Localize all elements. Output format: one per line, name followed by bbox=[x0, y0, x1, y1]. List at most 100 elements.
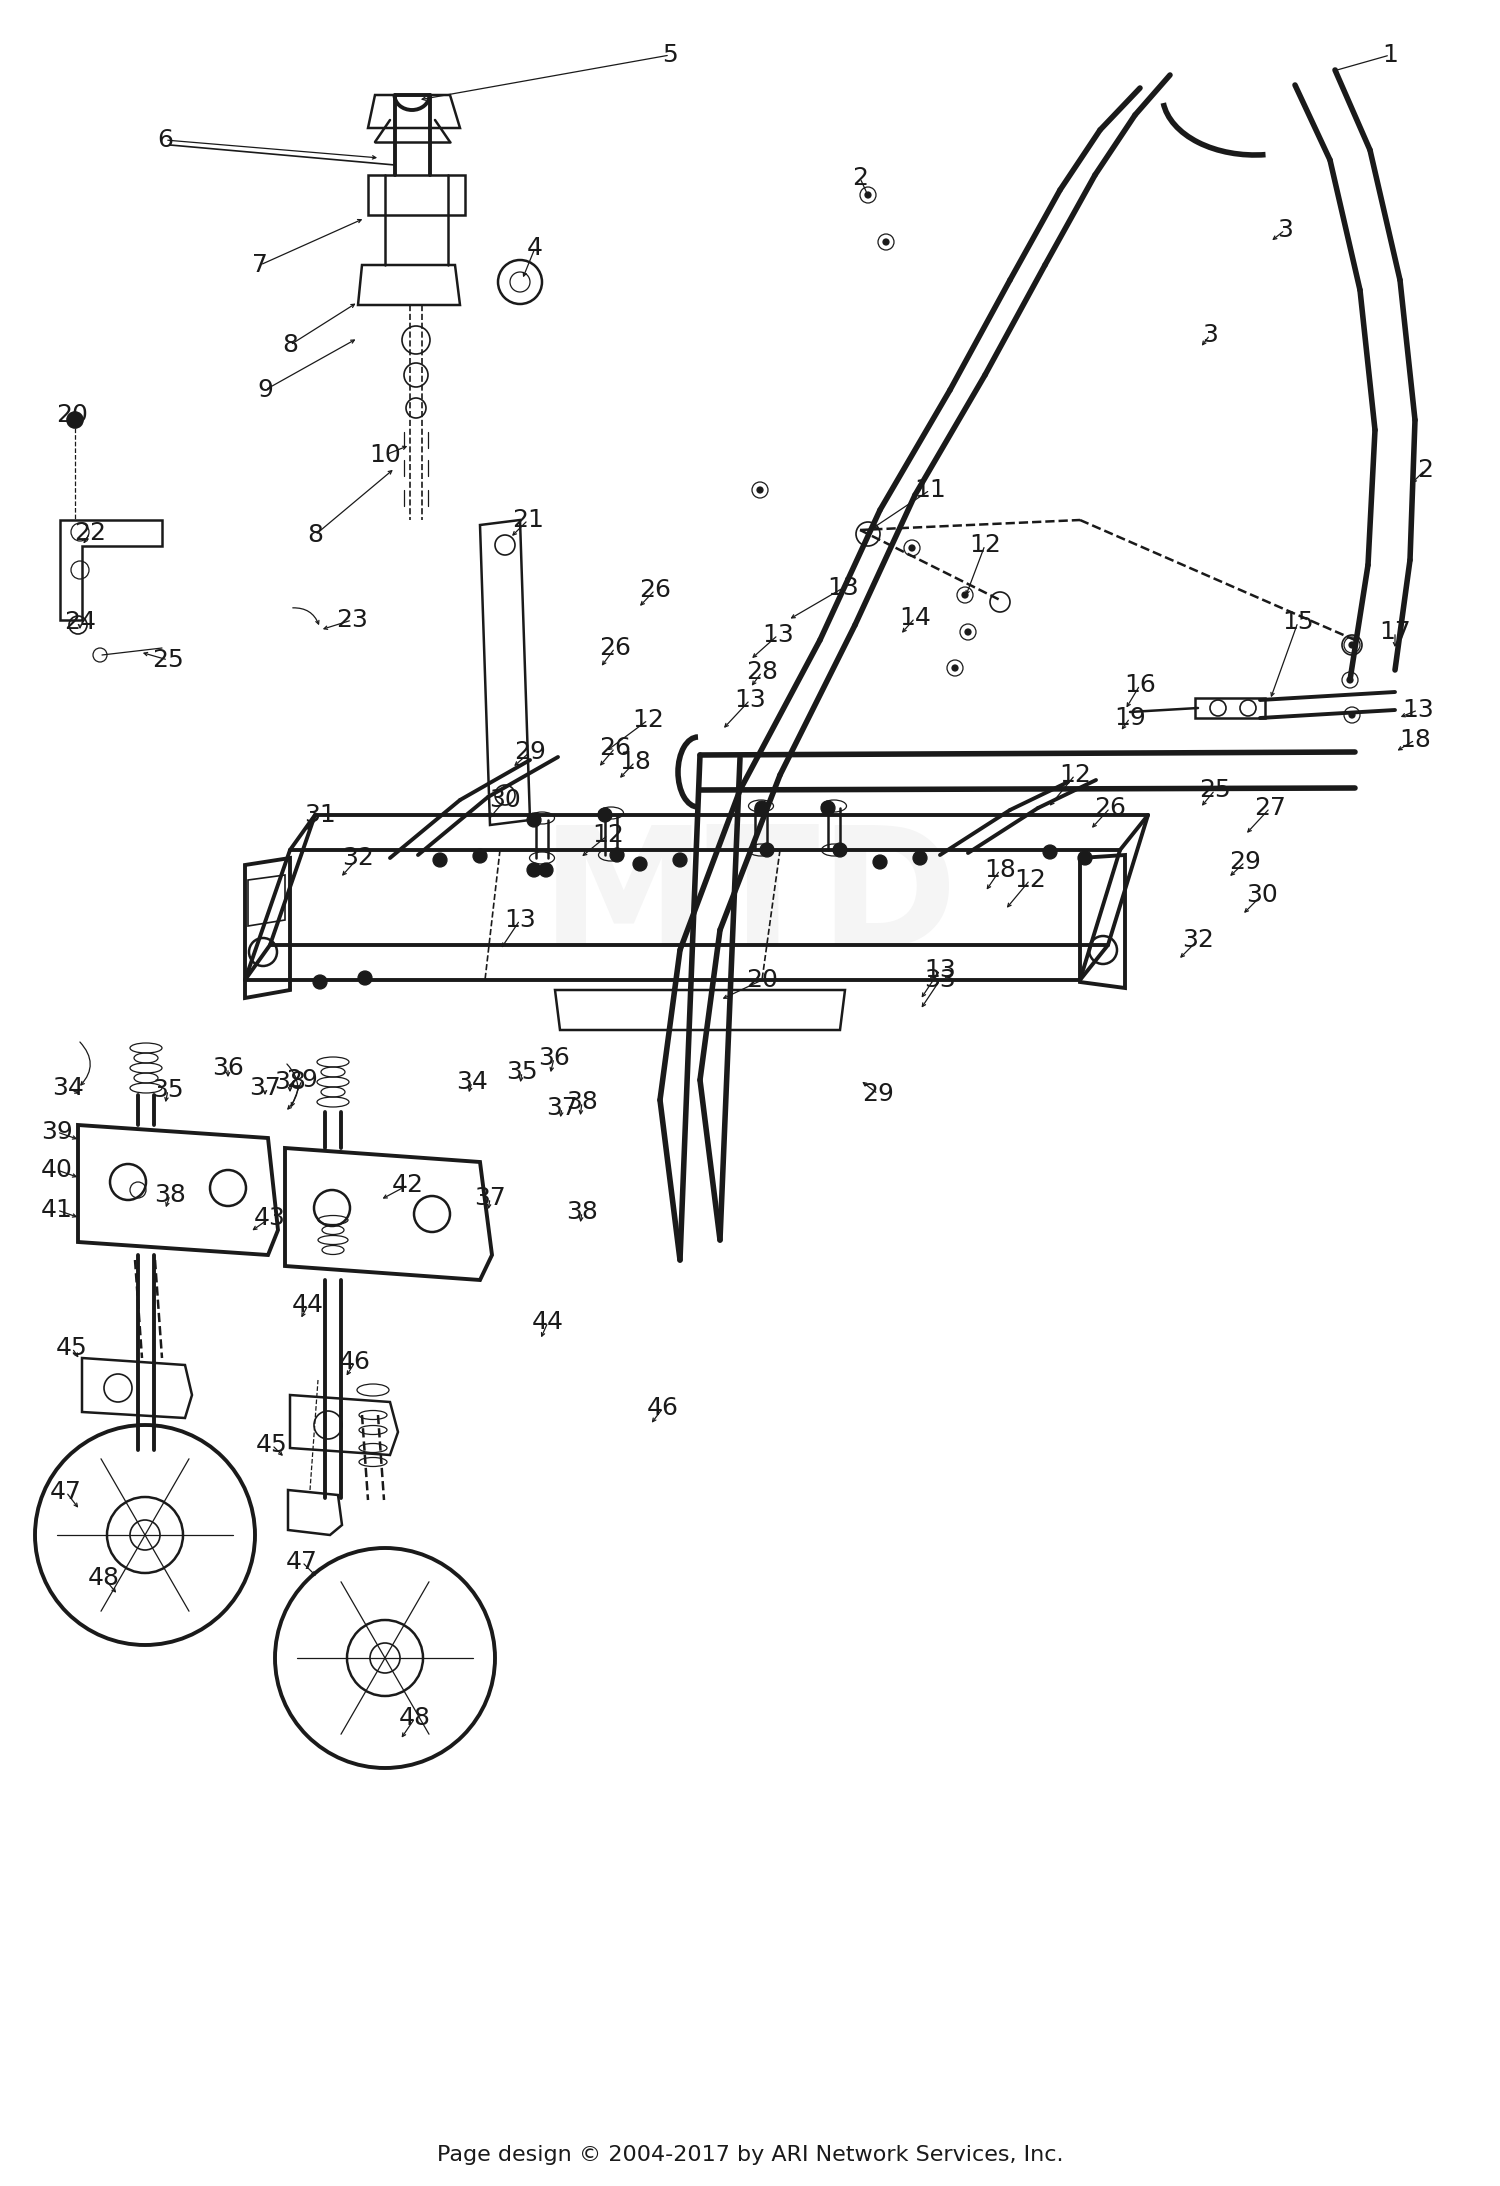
Text: 29: 29 bbox=[286, 1069, 318, 1093]
Text: 46: 46 bbox=[646, 1397, 680, 1421]
Text: 13: 13 bbox=[827, 575, 860, 599]
Text: 36: 36 bbox=[538, 1045, 570, 1069]
Text: 25: 25 bbox=[152, 647, 184, 671]
Text: 29: 29 bbox=[514, 741, 546, 763]
Text: 42: 42 bbox=[392, 1174, 424, 1198]
Text: 12: 12 bbox=[1059, 763, 1090, 787]
Text: 38: 38 bbox=[274, 1069, 306, 1093]
Circle shape bbox=[821, 800, 836, 815]
Text: 48: 48 bbox=[399, 1705, 430, 1729]
Text: 44: 44 bbox=[532, 1309, 564, 1333]
Circle shape bbox=[833, 844, 848, 857]
Text: 18: 18 bbox=[620, 750, 651, 774]
Circle shape bbox=[909, 544, 915, 551]
Text: 13: 13 bbox=[734, 689, 766, 713]
Text: 2: 2 bbox=[1418, 459, 1432, 481]
Circle shape bbox=[1348, 643, 1354, 647]
Text: 36: 36 bbox=[211, 1056, 244, 1080]
Circle shape bbox=[1078, 850, 1092, 866]
Text: 19: 19 bbox=[1114, 706, 1146, 730]
Text: 13: 13 bbox=[924, 957, 956, 982]
Text: 18: 18 bbox=[1400, 728, 1431, 752]
Circle shape bbox=[526, 863, 542, 877]
Text: 48: 48 bbox=[88, 1565, 120, 1589]
Text: 13: 13 bbox=[1402, 697, 1434, 721]
Text: 29: 29 bbox=[862, 1082, 894, 1106]
Text: 30: 30 bbox=[489, 787, 520, 811]
Text: 47: 47 bbox=[50, 1480, 82, 1504]
Text: 35: 35 bbox=[506, 1060, 538, 1084]
Text: 28: 28 bbox=[746, 660, 778, 684]
Text: 29: 29 bbox=[1228, 850, 1262, 874]
Circle shape bbox=[758, 487, 764, 494]
Text: 34: 34 bbox=[53, 1076, 84, 1100]
Text: MTD: MTD bbox=[542, 818, 958, 982]
Circle shape bbox=[865, 192, 871, 199]
Text: 46: 46 bbox=[339, 1351, 370, 1375]
Text: 32: 32 bbox=[342, 846, 374, 870]
Text: 35: 35 bbox=[152, 1078, 184, 1102]
Text: 12: 12 bbox=[632, 708, 664, 732]
Circle shape bbox=[1348, 713, 1354, 717]
Text: 31: 31 bbox=[304, 802, 336, 826]
Text: 18: 18 bbox=[984, 857, 1016, 881]
Circle shape bbox=[873, 855, 886, 870]
Text: 26: 26 bbox=[1094, 796, 1126, 820]
Text: 32: 32 bbox=[1182, 929, 1214, 951]
Text: 11: 11 bbox=[914, 479, 946, 503]
Circle shape bbox=[914, 850, 927, 866]
Text: 38: 38 bbox=[154, 1183, 186, 1207]
Text: 1: 1 bbox=[1382, 44, 1398, 68]
Text: 13: 13 bbox=[762, 623, 794, 647]
Circle shape bbox=[538, 863, 554, 877]
Text: 14: 14 bbox=[898, 606, 932, 630]
Text: 20: 20 bbox=[746, 968, 778, 992]
Text: 23: 23 bbox=[336, 608, 368, 632]
Circle shape bbox=[962, 592, 968, 599]
Circle shape bbox=[1042, 846, 1058, 859]
Text: 9: 9 bbox=[256, 378, 273, 402]
Text: 5: 5 bbox=[662, 44, 678, 68]
Text: 15: 15 bbox=[1282, 610, 1314, 634]
Text: 40: 40 bbox=[40, 1159, 74, 1183]
Text: 43: 43 bbox=[254, 1207, 286, 1231]
Text: 21: 21 bbox=[512, 507, 544, 531]
Text: 26: 26 bbox=[639, 577, 670, 601]
Circle shape bbox=[314, 975, 327, 988]
Text: 2: 2 bbox=[852, 166, 868, 190]
Text: 20: 20 bbox=[56, 402, 88, 426]
Text: 30: 30 bbox=[1246, 883, 1278, 907]
Circle shape bbox=[952, 665, 958, 671]
Circle shape bbox=[68, 411, 82, 428]
Text: 38: 38 bbox=[566, 1200, 598, 1224]
Circle shape bbox=[610, 848, 624, 861]
Text: 8: 8 bbox=[282, 332, 298, 356]
Circle shape bbox=[1347, 678, 1353, 682]
Circle shape bbox=[754, 800, 770, 815]
Text: 37: 37 bbox=[546, 1095, 578, 1119]
Text: 12: 12 bbox=[1014, 868, 1046, 892]
Text: 24: 24 bbox=[64, 610, 96, 634]
Text: 26: 26 bbox=[598, 636, 632, 660]
Text: 27: 27 bbox=[1254, 796, 1286, 820]
Text: 13: 13 bbox=[504, 907, 536, 931]
Text: 47: 47 bbox=[286, 1550, 318, 1574]
Text: 10: 10 bbox=[369, 444, 400, 468]
Text: 3: 3 bbox=[1276, 219, 1293, 243]
Circle shape bbox=[760, 844, 774, 857]
Text: 41: 41 bbox=[40, 1198, 74, 1222]
Text: 38: 38 bbox=[566, 1091, 598, 1115]
Text: 37: 37 bbox=[249, 1076, 280, 1100]
Circle shape bbox=[674, 853, 687, 868]
Text: 12: 12 bbox=[592, 822, 624, 846]
Circle shape bbox=[433, 853, 447, 868]
Text: 37: 37 bbox=[474, 1187, 506, 1211]
Text: 3: 3 bbox=[1202, 324, 1218, 348]
Circle shape bbox=[598, 809, 612, 822]
Text: 44: 44 bbox=[292, 1292, 324, 1316]
Text: 26: 26 bbox=[598, 737, 632, 761]
Text: Page design © 2004-2017 by ARI Network Services, Inc.: Page design © 2004-2017 by ARI Network S… bbox=[436, 2144, 1064, 2164]
Text: 7: 7 bbox=[252, 254, 268, 278]
Circle shape bbox=[633, 857, 646, 870]
Circle shape bbox=[964, 630, 970, 634]
